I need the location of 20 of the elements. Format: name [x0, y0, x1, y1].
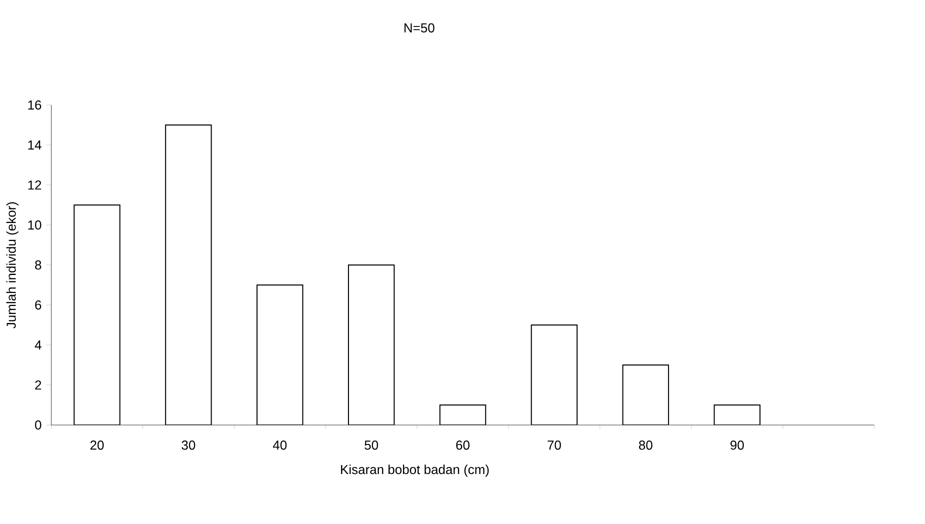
x-tick-label: 50 [364, 440, 378, 450]
x-tick-label: 80 [639, 440, 652, 450]
x-tick-label: 20 [90, 440, 104, 450]
x-tick-label: 40 [272, 440, 287, 450]
chart-title: N=50 [404, 23, 434, 32]
y-tick-label: 4 [34, 340, 42, 350]
x-axis-title: Kisaran bobot badan (cm) [341, 464, 489, 477]
x-tick-label: 70 [548, 440, 561, 450]
y-tick-label: 8 [35, 260, 42, 270]
y-tick-label: 12 [28, 180, 42, 190]
x-tick-label: 30 [182, 440, 196, 450]
y-tick-label: 0 [35, 420, 42, 430]
y-axis-title: Jumlah individu (ekor) [6, 202, 18, 328]
x-tick-label: 90 [730, 440, 744, 450]
y-tick-label: 6 [35, 300, 42, 310]
y-tick-label: 14 [28, 140, 42, 150]
y-tick-label: 2 [35, 380, 42, 390]
y-tick-label: 10 [28, 220, 42, 230]
x-tick-label: 60 [456, 440, 470, 450]
y-tick-label: 16 [28, 100, 42, 110]
